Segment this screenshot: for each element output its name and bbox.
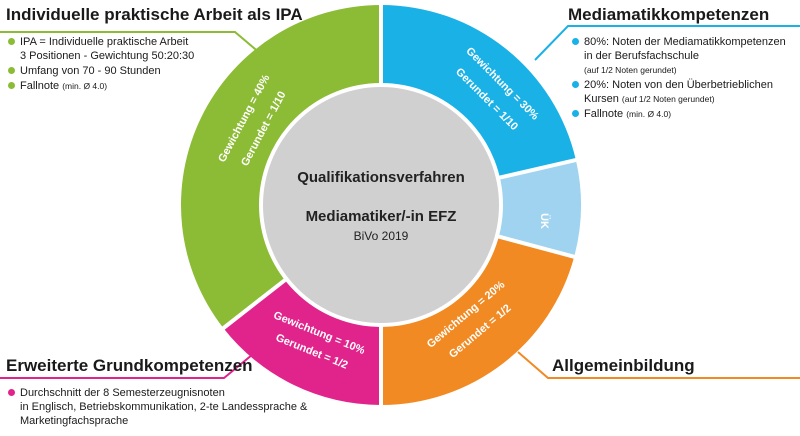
- item-note: (auf 1/2 Noten gerundet): [621, 94, 715, 104]
- segment-separator: [220, 276, 290, 331]
- item-note: (min. Ø 4.0): [626, 109, 672, 119]
- segment-separator: [495, 157, 579, 181]
- block-allgemein: Allgemeinbildung: [552, 356, 695, 376]
- item-text: Fallnote: [584, 108, 624, 120]
- connector-erweitert: [0, 349, 259, 379]
- heading-allgemein: Allgemeinbildung: [552, 356, 695, 375]
- item-note: (auf 1/2 Noten gerundet): [584, 65, 677, 75]
- list-item: 80%: Noten der Mediamatikkompetenzen in d…: [570, 35, 798, 77]
- bullet-icon: [572, 81, 579, 88]
- item-note: (min. Ø 4.0): [62, 81, 108, 91]
- item-text-cont: in Englisch, Betriebskommunikation, 2-te…: [20, 401, 308, 413]
- item-text-cont: Kursen: [584, 93, 619, 105]
- bullet-icon: [572, 110, 579, 117]
- item-text: Fallnote: [20, 80, 60, 92]
- item-text: IPA = Individuelle praktische Arbeit: [20, 36, 189, 48]
- heading-erweitert: Erweiterte Grundkompetenzen: [6, 356, 253, 375]
- segment-uek: [496, 160, 581, 257]
- connector-mediamatik: [534, 25, 800, 61]
- bullet-icon: [8, 389, 15, 396]
- list-item: Durchschnitt der 8 Semesterzeugnisnoten i…: [6, 386, 336, 428]
- center-title: Qualifikationsverfahren: [297, 169, 465, 186]
- connector-allgemein: [517, 351, 800, 379]
- segment-erweitert: [223, 278, 381, 405]
- item-text-cont: in der Berufsfachschule: [584, 50, 699, 62]
- segment-separator: [494, 233, 577, 260]
- bullet-icon: [8, 38, 15, 45]
- center-subtitle: Mediamatiker/-in EFZ: [306, 208, 457, 225]
- heading-ipa: Individuelle praktische Arbeit als IPA: [6, 5, 303, 24]
- list-item: Fallnote (min. Ø 4.0): [6, 79, 276, 93]
- bullet-icon: [572, 38, 579, 45]
- label-uek: ÜK: [538, 213, 551, 229]
- list-ipa: IPA = Individuelle praktische Arbeit 3 Po…: [6, 35, 276, 93]
- list-mediamatik: 80%: Noten der Mediamatikkompetenzen in d…: [570, 35, 798, 121]
- list-item: 20%: Noten von den Überbetrieblichen Kurs…: [570, 78, 798, 106]
- center-circle: [259, 83, 503, 327]
- item-text: Durchschnitt der 8 Semesterzeugnisnoten: [20, 387, 225, 399]
- block-erweitert: Erweiterte Grundkompetenzen Durchschnitt…: [6, 356, 336, 429]
- list-item: Fallnote (min. Ø 4.0): [570, 107, 798, 121]
- heading-mediamatik: Mediamatikkompetenzen: [568, 5, 770, 24]
- bullet-icon: [8, 67, 15, 74]
- label-group-uek: ÜK: [538, 213, 551, 229]
- item-text: 20%: Noten von den Überbetrieblichen: [584, 79, 773, 91]
- center-note: BiVo 2019: [354, 229, 409, 243]
- segment-mediamatik: [381, 5, 576, 179]
- segment-allgemein: [381, 236, 575, 405]
- segment-ipa: [180, 4, 381, 329]
- block-ipa: Individuelle praktische Arbeit als IPA I…: [6, 5, 303, 94]
- item-text: 80%: Noten der Mediamatikkompetenzen: [584, 36, 786, 48]
- item-text-cont: 3 Positionen - Gewichtung 50:20:30: [20, 50, 195, 62]
- segment-separators: [220, 3, 579, 407]
- bullet-icon: [8, 82, 15, 89]
- item-text-cont: Marketingfachsprache: [20, 415, 129, 427]
- block-mediamatik: Mediamatikkompetenzen 80%: Noten der Med…: [568, 5, 798, 122]
- item-text: Umfang von 70 - 90 Stunden: [20, 65, 161, 77]
- list-item: IPA = Individuelle praktische Arbeit 3 Po…: [6, 35, 276, 63]
- list-item: Umfang von 70 - 90 Stunden: [6, 64, 276, 78]
- list-erweitert: Durchschnitt der 8 Semesterzeugnisnoten i…: [6, 386, 336, 428]
